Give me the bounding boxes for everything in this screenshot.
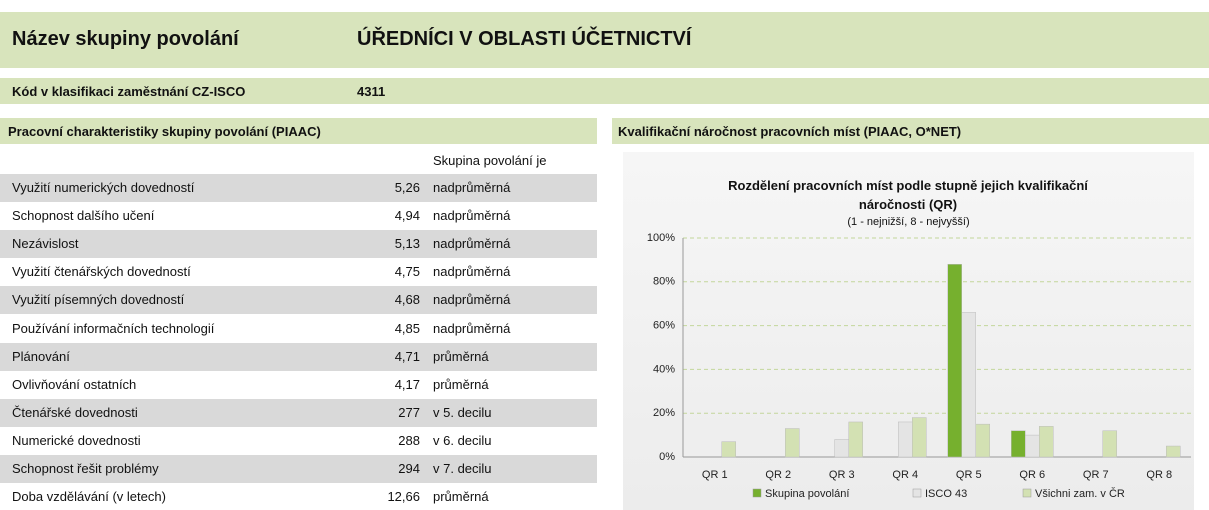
x-tick-label: QR 1 <box>702 469 728 481</box>
y-tick-label: 0% <box>659 451 675 463</box>
row-value: 4,94 <box>394 208 420 224</box>
row-label: Využití numerických dovedností <box>12 180 195 195</box>
row-rating: průměrná <box>433 489 489 505</box>
legend-swatch <box>1022 488 1032 498</box>
y-tick-label: 80% <box>653 276 675 288</box>
table-title-band <box>0 118 597 144</box>
code-band <box>0 78 1209 104</box>
legend-label: ISCO 43 <box>925 488 967 500</box>
column-header: Skupina povolání je <box>433 153 547 168</box>
chart-title: Rozdělení pracovních míst podle stupně j… <box>728 178 1088 212</box>
row-value: 4,71 <box>394 348 420 364</box>
bar <box>947 264 962 458</box>
code-value: 4311 <box>357 84 386 99</box>
legend-swatch <box>752 488 762 498</box>
chart-subtitle: (1 - nejnižší, 8 - nejvyšší) <box>847 216 970 228</box>
row-value: 4,75 <box>394 264 420 280</box>
x-tick-label: QR 4 <box>892 469 918 481</box>
x-tick-label: QR 2 <box>765 469 791 481</box>
table-row <box>0 314 597 343</box>
row-value: 294 <box>398 461 420 476</box>
header-band <box>0 12 1209 68</box>
row-label: Využití písemných dovedností <box>12 292 185 308</box>
row-rating: nadprůměrná <box>433 264 511 280</box>
row-rating: nadprůměrná <box>433 320 511 336</box>
table-row <box>0 258 597 287</box>
table-row <box>0 455 597 483</box>
bar <box>912 417 927 458</box>
bar <box>1039 426 1054 458</box>
row-rating: nadprůměrná <box>433 292 511 308</box>
y-tick-label: 20% <box>653 407 675 419</box>
bar <box>785 428 800 458</box>
table-row <box>0 230 597 259</box>
table-row <box>0 483 597 510</box>
legend-label: Všichni zam. v ČR <box>1035 487 1125 500</box>
table-row <box>0 398 597 427</box>
y-tick-label: 60% <box>653 320 675 332</box>
chart-section-band <box>612 118 1209 144</box>
bar <box>961 312 976 458</box>
legend-label: Skupina povolání <box>765 488 849 500</box>
table-row <box>0 426 597 455</box>
row-value: 4,85 <box>394 320 420 336</box>
row-label: Využití čtenářských dovedností <box>12 264 191 280</box>
row-rating: v 7. decilu <box>433 461 492 476</box>
y-tick-label: 40% <box>653 363 675 375</box>
row-rating: nadprůměrná <box>433 236 511 252</box>
row-label: Doba vzdělávání (v letech) <box>12 489 166 505</box>
x-tick-label: QR 6 <box>1019 469 1045 481</box>
row-label: Čtenářské dovednosti <box>12 404 138 420</box>
chart-box: Rozdělení pracovních míst podle stupně j… <box>623 152 1194 510</box>
row-rating: v 5. decilu <box>433 404 492 420</box>
table-row <box>0 286 597 315</box>
x-tick-label: QR 5 <box>956 469 982 481</box>
bar <box>1011 430 1026 458</box>
table-row <box>0 370 597 399</box>
chart-section-title: Kvalifikační náročnost pracovních míst (… <box>618 124 962 139</box>
row-value: 4,17 <box>394 376 420 392</box>
table-row <box>0 342 597 371</box>
table-row <box>0 174 597 202</box>
header-value: ÚŘEDNÍCI V OBLASTI ÚČETNICTVÍ <box>357 28 692 50</box>
table-row <box>0 202 597 231</box>
code-label: Kód v klasifikaci zaměstnání CZ-ISCO <box>12 84 246 99</box>
row-label: Plánování <box>12 348 70 364</box>
bar <box>848 421 863 458</box>
row-label: Schopnost dalšího učení <box>12 208 155 224</box>
bar <box>1102 430 1117 458</box>
row-value: 5,13 <box>394 236 420 252</box>
row-label: Schopnost řešit problémy <box>12 461 159 476</box>
row-rating: průměrná <box>433 376 489 392</box>
row-label: Nezávislost <box>12 236 79 252</box>
row-value: 277 <box>398 404 420 420</box>
bar <box>721 441 736 458</box>
row-value: 4,68 <box>394 292 420 308</box>
y-tick-label: 100% <box>647 232 675 244</box>
row-rating: nadprůměrná <box>433 180 511 195</box>
row-label: Ovlivňování ostatních <box>12 376 137 392</box>
legend-swatch <box>912 488 922 498</box>
bar <box>1166 445 1181 458</box>
row-value: 288 <box>398 432 420 448</box>
row-rating: v 6. decilu <box>433 432 492 448</box>
row-value: 12,66 <box>387 489 420 505</box>
x-tick-label: QR 8 <box>1146 469 1172 481</box>
row-label: Používání informačních technologií <box>12 320 215 336</box>
bar <box>834 439 849 458</box>
bar <box>898 421 913 458</box>
table-title: Pracovní charakteristiky skupiny povolán… <box>8 124 321 139</box>
header-label: Název skupiny povolání <box>12 28 239 50</box>
bar <box>1025 434 1040 458</box>
row-rating: nadprůměrná <box>433 208 511 224</box>
row-rating: průměrná <box>433 348 489 364</box>
x-tick-label: QR 3 <box>829 469 855 481</box>
x-tick-label: QR 7 <box>1083 469 1109 481</box>
bar <box>975 423 990 458</box>
chart: 0% 20% 40% 60% 80% 100% QR 1 QR 2 QR 3 QR 4 QR 5 QR… <box>647 232 1191 500</box>
row-value: 5,26 <box>394 180 420 195</box>
row-label: Numerické dovednosti <box>12 432 141 448</box>
